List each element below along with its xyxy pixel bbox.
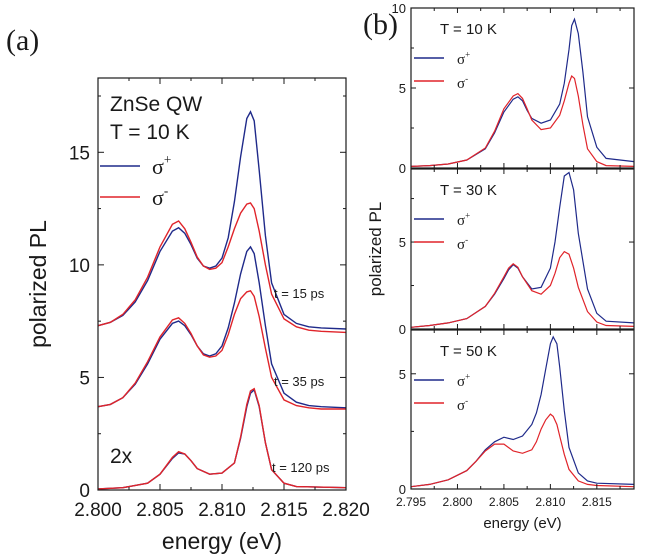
panel-b-annotation: T = 10 K — [440, 21, 497, 38]
panel-a-annotation: t = 120 ps — [272, 460, 330, 475]
panel-a-ytick-label: 10 — [69, 256, 90, 277]
panel-b-subplot-2: 0 5 T = 30 K σ+ σ-polarized PL — [366, 168, 635, 337]
panel-a-line-sigma-plus-0 — [97, 110, 347, 330]
panel-b-ytick-label: 5 — [399, 81, 406, 96]
panel-b-xtick-label: 2.795 — [396, 495, 426, 509]
panel-a-label: (a) — [6, 24, 39, 57]
panel-b-xtick-label: 2.810 — [535, 495, 565, 509]
panel-b-ytick-label: 0 — [399, 161, 406, 176]
panel-b-ytick-label: 0 — [399, 482, 406, 497]
panel-b-legend-label-sigma-plus: σ+ — [457, 49, 470, 68]
panel-b-label: (b) — [363, 8, 398, 41]
panel-a-xtick-label: 2.800 — [74, 500, 122, 521]
panel-a-ytick-label: 5 — [79, 368, 90, 389]
panel-a-line-sigma-minus-3 — [97, 289, 346, 410]
panel-b-legend-label-sigma-plus: σ+ — [457, 371, 470, 390]
panel-b-annotation: T = 30 K — [440, 182, 497, 199]
panel-a-line-sigma-plus-2 — [97, 245, 347, 409]
panel-b-ytick-label: 5 — [399, 235, 406, 250]
panel-b-xtick-label: 2.815 — [582, 495, 612, 509]
panel-b-xlabel: energy (eV) — [483, 515, 561, 532]
panel-a-ylabel: polarized PL — [25, 220, 51, 348]
panel-b-ylabel: polarized PL — [366, 202, 385, 297]
panel-a-xtick-label: 2.805 — [136, 500, 184, 521]
panel-a-xlabel: energy (eV) — [162, 528, 282, 554]
panel-a-xtick-label: 2.820 — [322, 500, 370, 521]
plots-layer: 2.800 2.805 2.810 2.815 2.820 0 5 10 15 energy (e… — [25, 1, 635, 554]
panel-a: 2.800 2.805 2.810 2.815 2.820 0 5 10 15 energy (e… — [25, 77, 370, 554]
panel-b-xtick-label: 2.800 — [442, 495, 472, 509]
panel-b-legend-label-sigma-minus: σ- — [457, 73, 468, 92]
panel-b-ytick-label: 5 — [399, 367, 406, 382]
panel-b-line-sigma-plus — [410, 17, 635, 167]
panel-a-annotation: T = 10 K — [110, 121, 190, 144]
panel-b-line-sigma-minus — [410, 413, 635, 488]
panel-a-annotation: t = 15 ps — [274, 286, 325, 301]
panel-a-line-sigma-minus-5 — [97, 387, 347, 490]
panel-b-legend-label-sigma-plus: σ+ — [457, 210, 470, 229]
panel-b-frame — [410, 168, 635, 330]
panel-a-xtick-label: 2.815 — [260, 500, 308, 521]
panel-a-ytick-label: 15 — [69, 143, 90, 164]
panel-b-subplot-3: 0 5 T = 50 K σ+ σ- 2.795 2.800 2.805 2.810 2.815 e… — [396, 329, 635, 532]
panel-a-legend-label-sigma-minus: σ- — [152, 183, 168, 210]
panel-b-annotation: T = 50 K — [440, 343, 497, 360]
panel-b-line-sigma-minus — [410, 74, 635, 167]
panel-b-subplot-1: 0 5 10 T = 10 K σ+ σ- — [392, 1, 635, 176]
panel-a-legend-label-sigma-plus: σ+ — [152, 152, 171, 179]
panel-b-ytick-label: 10 — [392, 1, 406, 16]
panel-b-legend-label-sigma-minus: σ- — [457, 234, 468, 253]
panel-b-frame — [410, 329, 635, 490]
panel-b-legend-label-sigma-minus: σ- — [457, 395, 468, 414]
panel-a-annotation: 2x — [110, 445, 133, 468]
panel-a-ytick-label: 0 — [79, 481, 90, 502]
panel-a-line-sigma-minus-1 — [97, 202, 347, 334]
panel-a-annotation: ZnSe QW — [110, 93, 202, 116]
panel-a-xtick-label: 2.810 — [198, 500, 246, 521]
panel-a-annotation: t = 35 ps — [274, 374, 325, 389]
panel-b-xtick-label: 2.805 — [489, 495, 519, 509]
panel-b-ytick-label: 0 — [399, 322, 406, 337]
panel-b-line-sigma-minus — [410, 250, 635, 328]
